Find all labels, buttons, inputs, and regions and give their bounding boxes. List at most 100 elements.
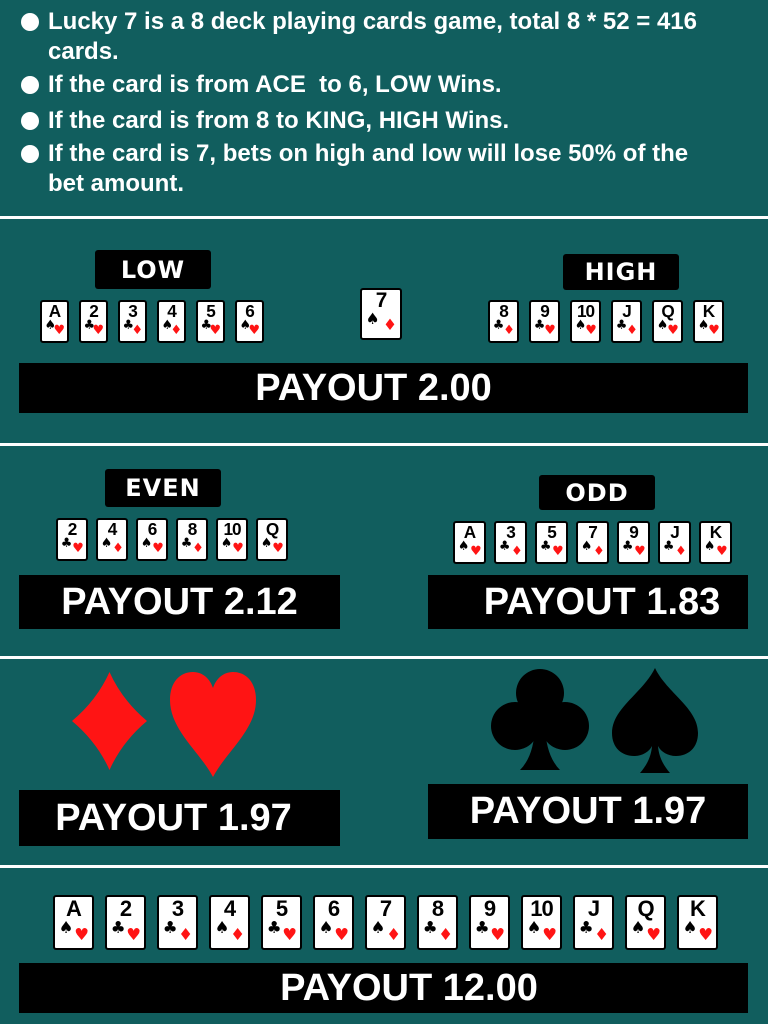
spade-icon: ♠ — [457, 538, 470, 554]
card-rank: 2 — [67, 518, 78, 539]
playing-card: 10 ♠ ♥ — [570, 300, 601, 343]
club-icon: ♣ — [422, 918, 438, 938]
card-rank: Q — [265, 518, 279, 539]
rules-section: Lucky 7 is a 8 deck playing cards game, … — [0, 0, 768, 216]
heart-icon: ♥ — [74, 924, 90, 944]
low-label: LOW — [95, 250, 211, 289]
club-icon: ♣ — [180, 535, 193, 551]
heart-icon: ♥ — [542, 924, 558, 944]
club-icon: ♣ — [578, 918, 594, 938]
spade-icon: ♠ — [656, 317, 669, 333]
club-icon: ♣ — [533, 317, 546, 333]
section-divider — [0, 865, 768, 868]
card-rank: J — [587, 896, 600, 922]
section-divider — [0, 216, 768, 219]
playing-card: 5 ♣ ♥ — [535, 521, 568, 564]
spade-icon: ♠ — [220, 535, 233, 551]
club-icon: ♣ — [662, 538, 675, 554]
card-rank: 4 — [167, 300, 177, 321]
playing-card: Q ♠ ♥ — [652, 300, 683, 343]
heart-icon: ♥ — [232, 540, 244, 556]
heart-icon: ♥ — [698, 924, 714, 944]
diamond-icon: ♦ — [178, 924, 194, 944]
club-icon: ♣ — [200, 317, 213, 333]
heart-icon: ♥ — [708, 322, 720, 338]
rule-item: Lucky 7 is a 8 deck playing cards game, … — [21, 7, 714, 67]
playing-card: 8 ♣ ♦ — [488, 300, 519, 343]
payout-black-suits: PAYOUT 1.97 — [428, 784, 748, 839]
all-cards-row: A ♠ ♥ 2 ♣ ♥ 3 ♣ ♦ 4 ♠ ♦ 5 ♣ ♥ 6 ♠ ♥ 7 ♠ ♦ 8 ♣ ♦ 9 ♣ ♥ 10 ♠ ♥ J ♣ ♦ Q ♠ ♥ K ♠ ♥ — [53, 895, 718, 950]
heart-icon: ♥ — [634, 543, 646, 559]
playing-card: 9 ♣ ♥ — [617, 521, 650, 564]
spade-icon: ♠ — [140, 535, 153, 551]
suit-color-section: PAYOUT 1.97 PAYOUT 1.97 — [0, 659, 768, 865]
playing-card: 9 ♣ ♥ — [529, 300, 560, 343]
card-rank: 3 — [128, 300, 138, 321]
heart-icon: ♥ — [92, 322, 104, 338]
rule-item: If the card is 7, bets on high and low w… — [21, 139, 714, 199]
spade-icon: ♠ — [580, 538, 593, 554]
playing-card: 5 ♣ ♥ — [261, 895, 302, 950]
heart-icon: ♥ — [53, 322, 65, 338]
odd-cards-row: A ♠ ♥ 3 ♣ ♦ 5 ♣ ♥ 7 ♠ ♦ 9 ♣ ♥ J ♣ ♦ K ♠ ♥ — [453, 521, 732, 564]
club-icon: ♣ — [60, 535, 73, 551]
rule-text: Lucky 7 is a 8 deck playing cards game, … — [48, 8, 704, 65]
card-rank: K — [690, 896, 706, 922]
playing-card: 10 ♠ ♥ — [521, 895, 562, 950]
playing-card: 6 ♠ ♥ — [235, 300, 264, 343]
card-rank: 10 — [576, 300, 595, 321]
spade-icon: ♠ — [100, 535, 113, 551]
card-rank: 9 — [540, 300, 550, 321]
section-divider — [0, 443, 768, 446]
club-icon: ♣ — [162, 918, 178, 938]
club-icon — [491, 669, 589, 770]
diamond-icon: ♦ — [626, 322, 638, 338]
spade-icon: ♠ — [58, 918, 74, 938]
playing-card: 9 ♣ ♥ — [469, 895, 510, 950]
playing-card: Q ♠ ♥ — [256, 518, 288, 561]
spade-icon: ♠ — [260, 535, 273, 551]
club-icon: ♣ — [83, 317, 96, 333]
bullet-icon — [21, 13, 39, 31]
card-rank: 3 — [171, 896, 184, 922]
heart-icon — [170, 672, 256, 777]
heart-icon: ♥ — [490, 924, 506, 944]
spade-icon: ♠ — [365, 310, 380, 329]
playing-card: 3 ♣ ♦ — [157, 895, 198, 950]
single-card-section: A ♠ ♥ 2 ♣ ♥ 3 ♣ ♦ 4 ♠ ♦ 5 ♣ ♥ 6 ♠ ♥ 7 ♠ ♦ 8 ♣ ♦ 9 ♣ ♥ 10 ♠ ♥ J ♣ ♦ Q ♠ ♥ K ♠ ♥… — [0, 868, 768, 1024]
card-rank: K — [709, 521, 722, 542]
seven-card-slot: 7 ♠ ♦ — [360, 288, 402, 340]
playing-card: 5 ♣ ♥ — [196, 300, 225, 343]
diamond-icon: ♦ — [170, 322, 182, 338]
bullet-icon — [21, 145, 39, 163]
bullet-icon — [21, 112, 39, 130]
diamond-icon: ♦ — [230, 924, 246, 944]
spade-icon: ♠ — [682, 918, 698, 938]
section-divider — [0, 656, 768, 659]
card-rank: J — [622, 300, 632, 321]
card-rank: 2 — [89, 300, 99, 321]
playing-card: 2 ♣ ♥ — [105, 895, 146, 950]
even-odd-section: EVEN ODD 2 ♣ ♥ 4 ♠ ♦ 6 ♠ ♥ 8 ♣ ♦ 10 ♠ ♥ Q ♠ ♥ A ♠ ♥ 3 ♣ ♦ 5 ♣ ♥ 7 ♠… — [0, 446, 768, 656]
card-rank: 7 — [375, 288, 388, 312]
playing-card: 10 ♠ ♥ — [216, 518, 248, 561]
card-rank: K — [702, 300, 715, 321]
club-icon: ♣ — [110, 918, 126, 938]
diamond-icon: ♦ — [594, 924, 610, 944]
low-cards-row: A ♠ ♥ 2 ♣ ♥ 3 ♣ ♦ 4 ♠ ♦ 5 ♣ ♥ 6 ♠ ♥ — [40, 300, 264, 343]
spade-icon: ♠ — [239, 317, 252, 333]
low-high-section: LOW HIGH A ♠ ♥ 2 ♣ ♥ 3 ♣ ♦ 4 ♠ ♦ 5 ♣ ♥ 6 ♠ ♥ 7 ♠ ♦ 8 ♣ ♦ 9 ♣ ♥ 10… — [0, 219, 768, 443]
card-rank: 5 — [275, 896, 288, 922]
playing-card: J ♣ ♦ — [573, 895, 614, 950]
playing-card: A ♠ ♥ — [453, 521, 486, 564]
payout-odd: PAYOUT 1.83 — [428, 575, 748, 629]
diamond-icon: ♦ — [192, 540, 204, 556]
heart-icon: ♥ — [667, 322, 679, 338]
playing-card: 2 ♣ ♥ — [79, 300, 108, 343]
playing-card: 4 ♠ ♦ — [209, 895, 250, 950]
spade-icon: ♠ — [697, 317, 710, 333]
playing-card: Q ♠ ♥ — [625, 895, 666, 950]
heart-icon: ♥ — [585, 322, 597, 338]
card-rank: 8 — [187, 518, 198, 539]
